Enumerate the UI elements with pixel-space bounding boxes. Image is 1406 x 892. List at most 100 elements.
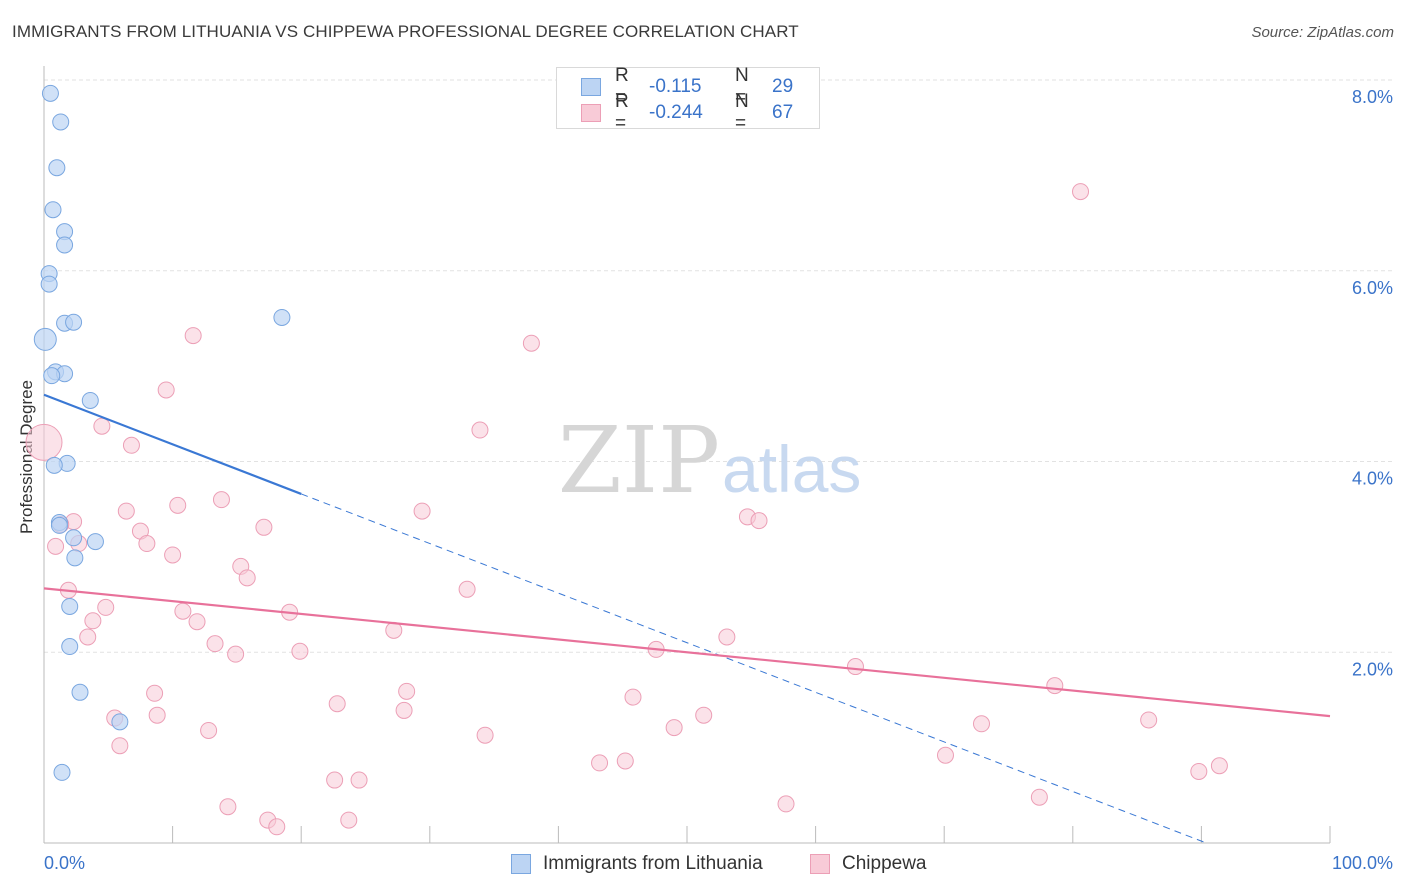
chippewa-trend-line [43,587,1331,718]
r-value: -0.115 [649,76,702,97]
chippewa-point [846,658,864,676]
lithuania-point [61,638,79,656]
y-tick-label: 6.0% [1352,278,1393,298]
lithuania-point [111,713,129,731]
chippewa-point [184,327,202,345]
lithuania-point [61,597,79,615]
lithuania-point [44,201,62,219]
chippewa-point [111,737,129,755]
r-value: -0.244 [649,102,703,123]
chippewa-point [395,701,413,719]
chippewa-point [200,721,218,739]
chippewa-point [238,569,256,587]
chippewa-point [777,795,795,813]
lithuania-point [45,456,63,474]
chippewa-point [665,719,683,737]
chippewa-point [471,421,489,439]
chippewa-point [174,602,192,620]
lithuania-point [81,391,99,409]
chippewa-point [188,613,206,631]
chippewa-point [212,491,230,509]
n-label: N = [735,91,749,134]
lithuania-legend-swatch [511,854,531,874]
r-label: R = [615,65,629,108]
chippewa-point [255,518,273,536]
chippewa-point [476,726,494,744]
chippewa-point [695,706,713,724]
lithuania-point [40,275,58,293]
chippewa-point [1140,711,1158,729]
chippewa-point [97,598,115,616]
chippewa-point [328,695,346,713]
chippewa-point [616,752,634,770]
chippewa-point [25,423,63,461]
lithuania-point [65,313,83,331]
chippewa-point [84,612,102,630]
trend-lines [43,393,1331,844]
lithuania-point [33,327,57,351]
chippewa-point [169,496,187,514]
lithuania-point [53,763,71,781]
chippewa-point [350,771,368,789]
chippewa-point [326,771,344,789]
legend-label-lithuania: Immigrants from Lithuania [543,853,763,874]
lithuania-point [52,113,70,131]
chippewa-point [1210,757,1228,775]
chippewa-point [146,684,164,702]
chippewa-point [972,715,990,733]
chippewa-point [340,811,358,829]
chippewa-point [268,818,286,836]
x-tick-label: 100.0% [1332,853,1393,873]
correlation-legend: R = -0.115 N = 29 R = -0.244 N = 67 [556,65,820,134]
x-tick-label: 0.0% [44,853,85,873]
chippewa-point [291,642,309,660]
watermark-zip: ZIP [558,407,720,514]
chippewa-legend-swatch [810,854,830,874]
n-label: N = [735,65,749,108]
r-label: R = [615,91,629,134]
y-tick-label: 4.0% [1352,469,1393,489]
n-value: 29 [772,76,794,97]
chippewa-point [591,754,609,772]
lithuania-point [56,236,74,254]
chippewa-swatch [581,104,601,122]
chippewa-point [47,537,65,555]
legend-label-chippewa: Chippewa [842,853,927,874]
legend-item-lithuania[interactable]: Immigrants from Lithuania [511,852,763,876]
y-tick-label: 8.0% [1352,87,1393,107]
lithuania-swatch [581,78,601,96]
chippewa-point [1072,183,1090,201]
legend-item-chippewa[interactable]: Chippewa [810,852,927,876]
chippewa-point [138,535,156,553]
chippewa-point [624,688,642,706]
chippewa-point [936,746,954,764]
lithuania-point [65,529,83,547]
lithuania-point [41,84,59,102]
chippewa-point [93,417,111,435]
lithuania-point [86,533,104,551]
chippewa-point [117,502,135,520]
lithuania-point [66,549,84,567]
chippewa-point [413,502,431,520]
chippewa-point [718,628,736,646]
lithuania-point [48,159,66,177]
lithuania-point [50,516,68,534]
chippewa-point [157,381,175,399]
chippewa-point [522,334,540,352]
chippewa-point [750,512,768,530]
chippewa-point [219,798,237,816]
lithuania-trend-line [43,393,302,495]
lithuania-point [273,308,291,326]
chippewa-point [398,682,416,700]
chippewa-point [122,436,140,454]
chippewa-point [148,706,166,724]
grid-lines [44,79,1392,653]
chippewa-point [1190,762,1208,780]
watermark-atlas: atlas [722,432,861,506]
source-label: Source: ZipAtlas.com [1251,24,1394,41]
tick-labels: 2.0% 4.0% 6.0% 8.0% 0.0% 100.0% [44,87,1393,873]
chippewa-point [79,628,97,646]
chart-title: IMMIGRANTS FROM LITHUANIA VS CHIPPEWA PR… [12,22,799,41]
lithuania-trend-extension [301,493,1207,844]
